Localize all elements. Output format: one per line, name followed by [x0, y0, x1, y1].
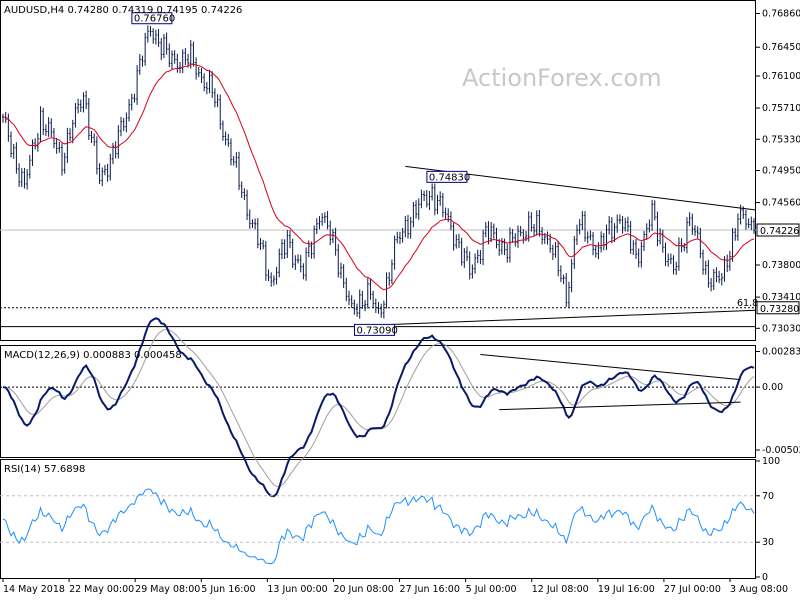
time-axis-label: 5 Jul 00:00: [466, 584, 517, 595]
rsi-axis-label: 0: [762, 572, 768, 583]
rsi-axis-label: 30: [762, 537, 774, 548]
axis-layer: 0.76860 0.76450 0.76100 0.75710 0.75330 0.749…: [2, 9, 800, 595]
price-axis-label: 0.75330: [762, 134, 800, 145]
price-axis-label: 0.74560: [762, 198, 800, 209]
support-price-label: 0.73280: [760, 304, 799, 315]
price-annotation-label: 0.73090: [357, 325, 398, 336]
watermark: ActionForex.com: [462, 64, 662, 92]
price-annotation-box: [426, 170, 468, 183]
macd-title: MACD(12,26,9) 0.000883 0.000458: [4, 350, 182, 361]
macd-line: [2, 317, 755, 498]
time-axis-label: 27 Jul 00:00: [664, 584, 721, 595]
time-axis-label: 3 Aug 08:00: [730, 584, 788, 595]
time-axis-label: 12 Jul 08:00: [532, 584, 589, 595]
current-price-label: 0.74226: [760, 226, 799, 237]
rsi-axis-label: 100: [762, 456, 780, 467]
price-annotation-label: 0.76760: [134, 14, 175, 25]
macd-axis-label: 0.002839: [762, 347, 800, 358]
support-price-box: [756, 301, 800, 315]
price-annotation-box: [354, 323, 395, 336]
macd-lower-trendline: [499, 401, 741, 411]
rsi-axis-label: 70: [762, 491, 774, 502]
price-axis-label: 0.76100: [762, 71, 800, 82]
time-axis-label: 13 Jun 00:00: [267, 584, 327, 595]
rsi-layer: [0, 488, 756, 565]
time-axis-label: 22 May 00:00: [69, 584, 134, 595]
price-title: AUDUSD,H4 0.74280 0.74319 0.74195 0.7422…: [4, 5, 242, 16]
macd-axis-label: -0.005021: [762, 445, 800, 456]
fib-level-label: 61.8: [737, 298, 758, 309]
macd-upper-trendline: [480, 354, 741, 381]
macd-panel-frame: [0, 345, 756, 458]
price-axis-label: 0.73410: [762, 292, 800, 303]
price-axis-label: 0.73800: [762, 260, 800, 271]
price-annotation-box: [131, 12, 173, 25]
price-axis-label: 0.73030: [762, 323, 800, 334]
rsi-title: RSI(14) 57.6898: [4, 464, 85, 475]
time-axis-label: 19 Jul 16:00: [598, 584, 655, 595]
time-axis-label: 20 Jun 08:00: [333, 584, 393, 595]
rsi-line: [2, 488, 755, 565]
time-axis-label: 29 May 08:00: [135, 584, 200, 595]
price-annotation-label: 0.74830: [429, 172, 470, 183]
rsi-panel-frame: [0, 459, 756, 579]
price-axis-label: 0.74950: [762, 166, 800, 177]
current-price-box: [756, 223, 800, 237]
price-axis-label: 0.76860: [762, 9, 800, 20]
moving-average-line: [2, 63, 755, 291]
price-axis-label: 0.76450: [762, 42, 800, 53]
price-panel-frame: [0, 0, 756, 341]
time-axis-label: 5 Jun 16:00: [201, 584, 255, 595]
price-layer: 0.76760 0.74830 0.73090 61.8: [0, 12, 758, 336]
time-axis-label: 27 Jun 16:00: [400, 584, 460, 595]
price-axis-label: 0.75710: [762, 103, 800, 114]
macd-axis-label: 0.00: [762, 382, 783, 393]
lower-trendline: [378, 309, 757, 326]
macd-layer: [0, 317, 756, 498]
time-axis-label: 14 May 2018: [3, 584, 65, 595]
